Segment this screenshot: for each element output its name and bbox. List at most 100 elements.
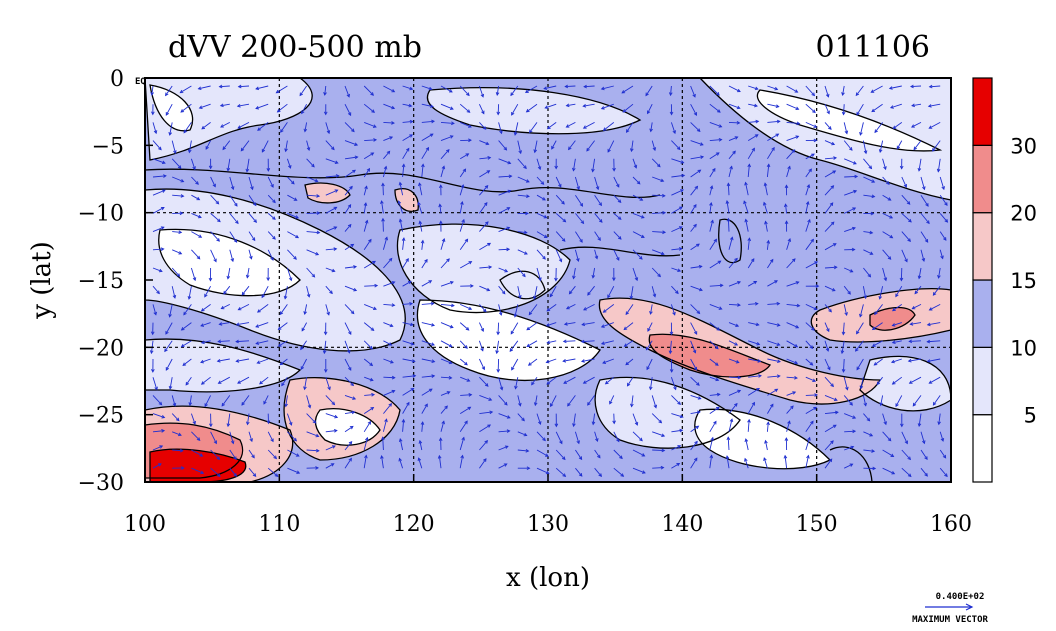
wind-vector-shaft	[402, 238, 405, 250]
wind-vector-shaft	[747, 238, 750, 250]
wind-vector	[747, 418, 751, 432]
wind-vector-head	[464, 361, 468, 366]
wind-vector	[920, 467, 928, 477]
wind-vector	[267, 467, 279, 477]
wind-vector-head	[580, 220, 585, 225]
wind-vector-head	[158, 146, 162, 151]
wind-vector-head	[192, 166, 196, 171]
wind-vector-shaft	[546, 376, 557, 385]
wind-vector-head	[698, 264, 703, 269]
wind-vector-shaft	[229, 467, 237, 477]
wind-vector-head	[699, 142, 704, 146]
wind-vector-head	[633, 164, 638, 169]
wind-vector	[383, 103, 396, 110]
x-tick-label: 150	[796, 512, 838, 537]
wind-vector	[279, 304, 288, 316]
wind-vector-shaft	[566, 303, 576, 310]
wind-vector-shaft	[301, 322, 307, 331]
wind-vector	[218, 84, 230, 89]
wind-vector-shaft	[652, 449, 665, 451]
wind-vector	[517, 466, 531, 471]
wind-vector-shaft	[238, 85, 250, 88]
wind-vector-shaft	[306, 249, 319, 256]
wind-vector-shaft	[459, 455, 464, 469]
wind-vector	[602, 122, 615, 131]
wind-vector-head	[867, 273, 872, 278]
wind-vector-head	[754, 86, 759, 91]
wind-vector-shaft	[843, 304, 848, 316]
wind-vector	[763, 457, 768, 469]
wind-vector	[536, 194, 546, 201]
wind-vector	[882, 249, 892, 260]
wind-vector-head	[907, 358, 912, 363]
wind-vector	[747, 237, 752, 250]
wind-vector-head	[150, 331, 155, 336]
wind-vector-shaft	[363, 421, 371, 433]
wind-vector-shaft	[459, 201, 463, 214]
wind-vector-head	[903, 184, 908, 188]
wind-vector-shaft	[241, 395, 250, 406]
colorbar-label: 30	[1010, 134, 1037, 158]
wind-vector-head	[374, 283, 379, 288]
wind-vector-head	[928, 307, 933, 311]
wind-vector	[594, 213, 603, 223]
wind-vector-head	[444, 405, 448, 410]
wind-vector	[459, 218, 465, 232]
wind-vector-head	[288, 421, 293, 426]
wind-vector-shaft	[927, 322, 941, 326]
wind-vector-head	[744, 218, 748, 223]
wind-vector-head	[787, 420, 791, 425]
wind-vector-shaft	[911, 121, 922, 128]
wind-vector	[764, 220, 768, 232]
wind-vector	[920, 194, 929, 207]
wind-vector	[544, 103, 557, 109]
wind-vector	[863, 431, 874, 437]
wind-vector	[786, 303, 801, 308]
wind-vector	[210, 213, 221, 223]
wind-vector	[671, 285, 679, 295]
wind-vector-head	[326, 130, 331, 135]
wind-vector	[248, 249, 253, 260]
wind-vector-shaft	[879, 286, 884, 299]
wind-vector	[562, 339, 576, 344]
wind-vector-head	[841, 92, 845, 97]
wind-vector-shaft	[183, 304, 192, 316]
wind-vector-shaft	[939, 194, 948, 206]
wind-vector	[256, 358, 269, 364]
x-tick-label: 120	[393, 512, 435, 537]
wind-vector-shaft	[859, 304, 864, 317]
wind-vector	[690, 122, 701, 133]
wind-vector-head	[831, 141, 836, 146]
wind-vector-head	[438, 184, 443, 189]
wind-vector-head	[735, 360, 740, 364]
wind-vector-shaft	[824, 304, 832, 313]
wind-vector-shaft	[306, 431, 319, 437]
wind-vector-shaft	[191, 249, 201, 260]
wind-vector	[917, 413, 922, 428]
wind-vector-head	[353, 265, 358, 269]
wind-vector-head	[734, 402, 738, 407]
wind-vector-shaft	[402, 120, 413, 123]
wind-vector-shaft	[344, 340, 350, 354]
wind-vector	[344, 85, 350, 98]
wind-vector-head	[370, 152, 375, 156]
wind-vector-head	[890, 359, 895, 364]
wind-vector-head	[595, 186, 600, 191]
wind-vector	[479, 410, 494, 415]
wind-vector	[550, 395, 557, 408]
wind-vector	[280, 122, 288, 133]
wind-vector	[172, 230, 183, 235]
wind-vector	[401, 418, 406, 432]
wind-vector	[152, 189, 166, 196]
wind-vector-head	[209, 423, 213, 428]
wind-vector-head	[504, 268, 509, 273]
wind-vector-shaft	[844, 158, 857, 165]
wind-vector-shaft	[257, 122, 269, 131]
wind-vector	[533, 140, 538, 154]
wind-vector-shaft	[191, 212, 202, 218]
wind-vector	[574, 176, 580, 191]
wind-vector	[306, 431, 320, 438]
wind-vector-head	[364, 219, 369, 224]
wind-vector	[859, 377, 864, 390]
wind-vector-shaft	[671, 248, 682, 251]
